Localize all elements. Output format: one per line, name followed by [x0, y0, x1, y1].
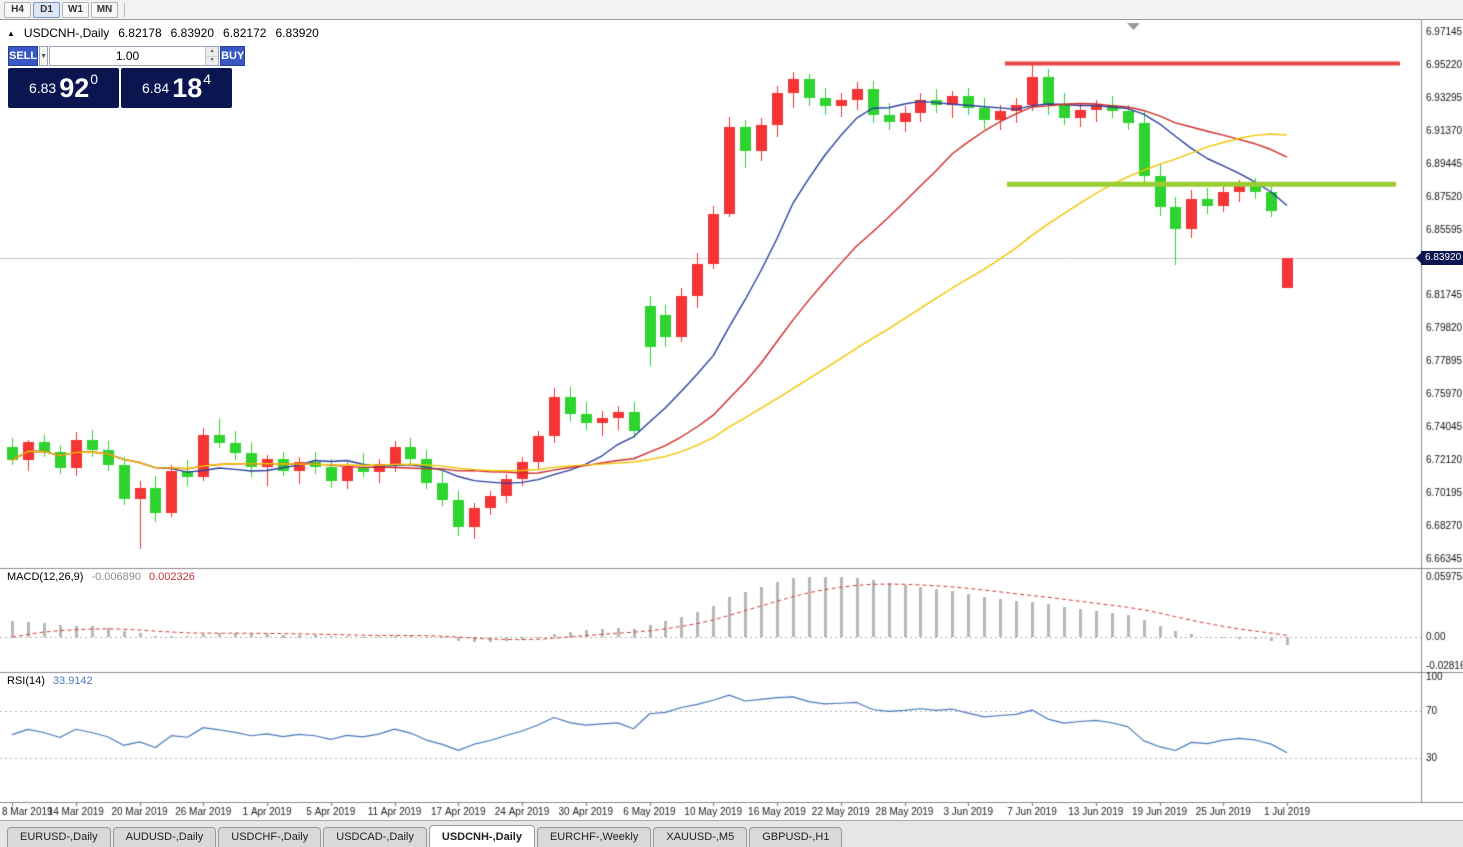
volume-input[interactable] — [50, 47, 206, 65]
chart-title-low: 6.82172 — [223, 26, 267, 40]
order-options-dropdown[interactable]: ▼ — [39, 46, 49, 66]
chart-canvas[interactable] — [0, 20, 1463, 820]
toolbar-separator — [124, 2, 125, 17]
volume-stepper: ▲ ▼ — [205, 47, 219, 65]
chart-tab-gbpusd-h1[interactable]: GBPUSD-,H1 — [749, 827, 843, 847]
sell-price-display[interactable]: 6.83 92 0 — [8, 68, 119, 108]
macd-indicator-label: MACD(12,26,9) -0.006890 0.002326 — [7, 571, 195, 583]
chart-tab-usdchf-daily[interactable]: USDCHF-,Daily — [218, 827, 322, 847]
chart-title-icon: ▲ — [7, 29, 15, 38]
current-price-badge: 6.83920 — [1416, 251, 1463, 266]
chart-tab-eurchf-weekly[interactable]: EURCHF-,Weekly — [536, 827, 652, 847]
chart-title-close: 6.83920 — [275, 26, 319, 40]
volume-increase-button[interactable]: ▲ — [206, 47, 219, 57]
chart-tab-audusd-daily[interactable]: AUDUSD-,Daily — [112, 827, 217, 847]
macd-params: MACD(12,26,9) — [7, 571, 84, 583]
rsi-value: 33.9142 — [52, 675, 93, 687]
bid-price-point: 0 — [90, 71, 99, 87]
timeframe-toolbar: H4 D1 W1 MN — [0, 0, 1463, 20]
ask-price-point: 4 — [203, 71, 212, 87]
buy-price-display[interactable]: 6.84 18 4 — [121, 68, 232, 108]
timeframe-button-w1[interactable]: W1 — [62, 1, 89, 18]
chart-title-open: 6.82178 — [118, 26, 162, 40]
chart-title-symbol: USDCNH-,Daily — [23, 26, 110, 40]
bid-price-pips: 92 — [59, 72, 90, 103]
chart-tab-usdcnh-daily[interactable]: USDCNH-,Daily — [428, 825, 535, 847]
volume-decrease-button[interactable]: ▼ — [206, 56, 219, 65]
rsi-params: RSI(14) — [7, 675, 45, 687]
chart-tabs-bar: EURUSD-,Daily AUDUSD-,Daily USDCHF-,Dail… — [0, 820, 1463, 847]
chart-tab-usdcad-daily[interactable]: USDCAD-,Daily — [323, 827, 427, 847]
chart-title-high: 6.83920 — [170, 26, 215, 40]
rsi-indicator-label: RSI(14) 33.9142 — [7, 675, 93, 687]
volume-field: ▲ ▼ — [49, 46, 220, 66]
timeframe-button-h4[interactable]: H4 — [4, 1, 31, 18]
chart-tab-xauusd-m5[interactable]: XAUUSD-,M5 — [653, 827, 748, 847]
ask-price-pips: 18 — [172, 72, 203, 103]
timeframe-button-d1[interactable]: D1 — [33, 1, 60, 18]
buy-button[interactable]: BUY — [220, 46, 246, 66]
timeframe-button-mn[interactable]: MN — [91, 1, 118, 18]
ask-price-base: 6.84 — [141, 80, 170, 96]
chart-title: ▲ USDCNH-,Daily 6.82178 6.83920 6.82172 … — [7, 26, 319, 40]
macd-main-value: -0.006890 — [91, 571, 141, 583]
sell-button[interactable]: SELL — [8, 46, 39, 66]
bid-price-base: 6.83 — [28, 80, 57, 96]
chart-tab-eurusd-daily[interactable]: EURUSD-,Daily — [7, 827, 111, 847]
macd-signal-value: 0.002326 — [148, 571, 195, 583]
